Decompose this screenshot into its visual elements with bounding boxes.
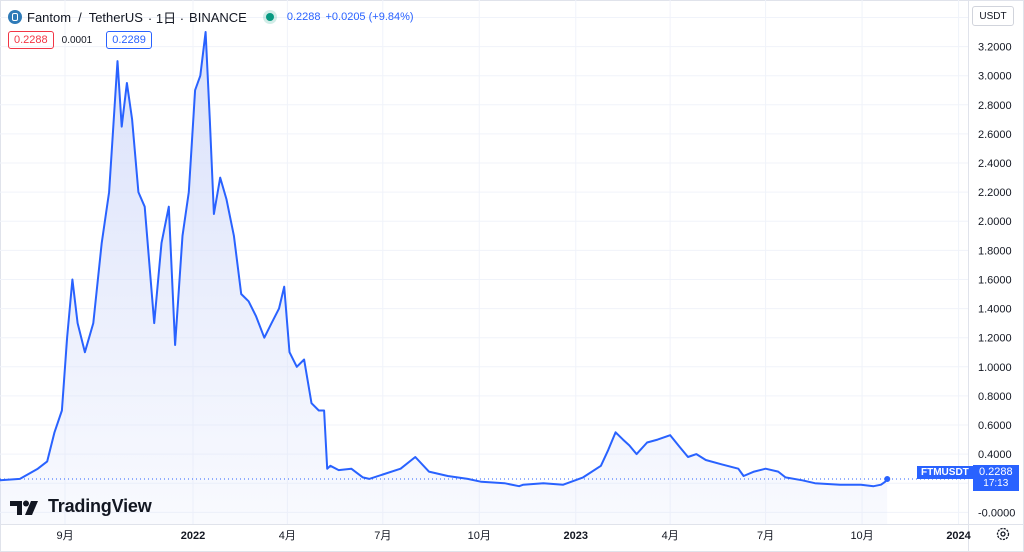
y-tick-label: 0.6000 [978, 420, 1012, 432]
y-tick-label: 0.8000 [978, 391, 1012, 403]
y-tick-label: 0.4000 [978, 449, 1012, 461]
logo-text: TradingView [48, 496, 152, 516]
y-tick-label: 2.8000 [978, 100, 1012, 112]
x-tick-label: 10月 [850, 530, 873, 542]
y-tick-label: 1.2000 [978, 333, 1012, 345]
symbol-header: Fantom / TetherUS · 1日 · BINANCE 0.2288 … [8, 8, 414, 26]
y-tick-label: 3.2000 [978, 42, 1012, 54]
y-tick-label: 2.0000 [978, 216, 1012, 228]
x-tick-label: 7月 [374, 530, 391, 542]
currency-selector[interactable]: USDT [972, 6, 1014, 26]
x-tick-label: 4月 [662, 530, 679, 542]
price-line [0, 31, 888, 488]
price-tag-box: 0.2288 17:13 [972, 465, 1019, 491]
x-tick-label: 10月 [468, 530, 491, 542]
x-tick-label: 2023 [564, 530, 588, 542]
y-tick-label: 1.0000 [978, 362, 1012, 374]
y-tick-label: 1.4000 [978, 304, 1012, 316]
last-point-marker [884, 476, 891, 483]
quote-name: TetherUS [88, 9, 143, 25]
price-tag-value: 0.2288 [978, 466, 1013, 478]
last-price-tag: FTMUSDT 0.2288 17:13 [917, 465, 1019, 491]
x-tick-label: 7月 [757, 530, 774, 542]
fantom-coin-icon [8, 10, 22, 24]
tradingview-logo[interactable]: TradingView [10, 496, 152, 517]
y-tick-label: 2.4000 [978, 158, 1012, 170]
trade-buttons: 0.2288 0.0001 0.2289 [8, 31, 152, 49]
interval-label[interactable]: · 1日 · [147, 10, 185, 26]
spread-value: 0.0001 [61, 34, 93, 46]
tradingview-logo-icon [10, 500, 38, 515]
symbol-name[interactable]: Fantom [27, 9, 72, 25]
x-tick-label: 4月 [279, 530, 296, 542]
buy-button[interactable]: 0.2289 [106, 31, 152, 49]
y-tick-label: -0.0000 [978, 507, 1015, 519]
y-tick-label: 3.0000 [978, 71, 1012, 83]
price-tag-symbol: FTMUSDT [917, 466, 973, 479]
x-tick-label: 2022 [181, 530, 205, 542]
pair-separator: / [78, 9, 82, 25]
last-price: 0.2288 [286, 11, 321, 23]
market-open-dot-icon [265, 13, 274, 21]
x-tick-label: 9月 [56, 530, 73, 542]
y-tick-label: 1.6000 [978, 274, 1012, 286]
settings-gear-icon[interactable] [995, 526, 1011, 542]
area-fill [0, 32, 888, 524]
y-tick-label: 2.2000 [978, 187, 1012, 199]
exchange-name: BINANCE [189, 9, 247, 25]
y-tick-label: 2.6000 [978, 129, 1012, 141]
y-tick-label: 1.8000 [978, 245, 1012, 257]
price-change: +0.0205 (+9.84%) [325, 11, 414, 23]
price-tag-countdown: 17:13 [983, 478, 1009, 489]
sell-button[interactable]: 0.2288 [8, 31, 54, 49]
x-tick-label: 2024 [946, 530, 971, 542]
